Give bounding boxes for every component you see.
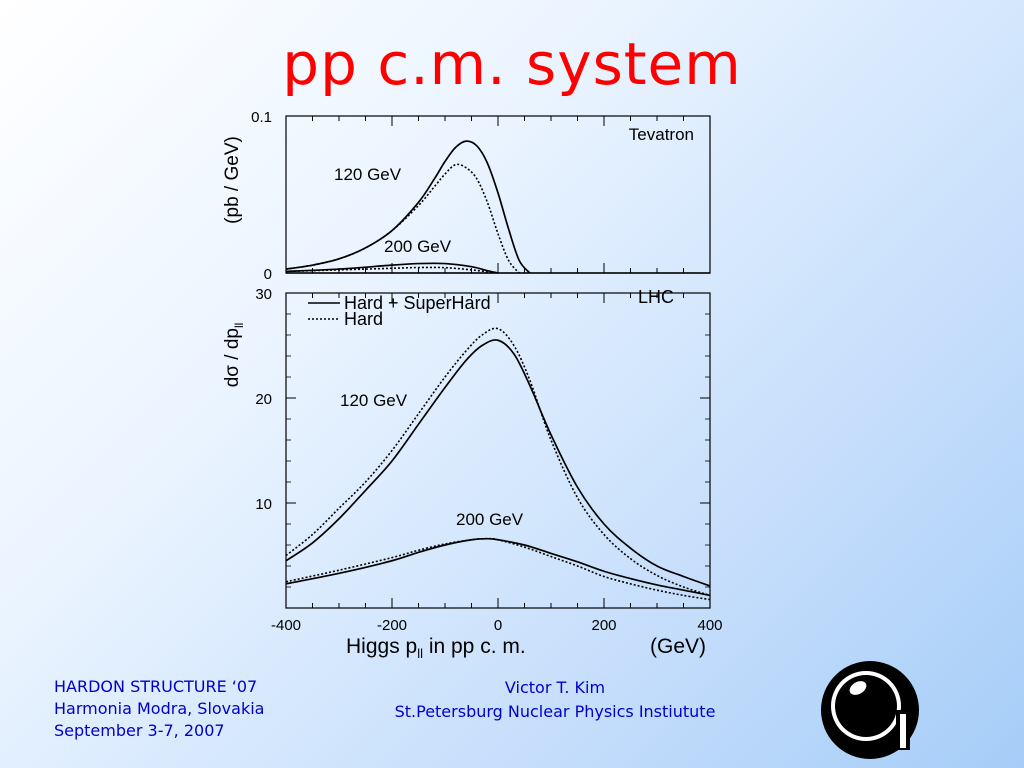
x-tick-label: 400 xyxy=(697,617,722,634)
bottom-panel-title: LHC xyxy=(638,287,674,307)
y-tick-label: 0 xyxy=(264,266,272,283)
x-tick-label: 200 xyxy=(591,617,616,634)
x-tick-label: -400 xyxy=(271,617,301,634)
y-tick-label: 0.1 xyxy=(251,109,272,126)
y-tick-label: 20 xyxy=(255,391,272,408)
footer-author-name: Victor T. Kim xyxy=(504,678,606,697)
legend-label: Hard xyxy=(344,309,383,329)
y-tick-label: 10 xyxy=(255,496,272,513)
xlabel-rest: in pp c. m. xyxy=(423,635,526,658)
slide-title: pp c.m. system xyxy=(282,30,742,98)
curve-annotation: 200 GeV xyxy=(384,237,452,256)
xlabel-sub: ll xyxy=(417,646,423,661)
legend-label: Hard + SuperHard xyxy=(344,293,491,313)
footer-conference-line: Harmonia Modra, Slovakia xyxy=(54,699,265,718)
top-panel-title: Tevatron xyxy=(629,125,694,144)
bottom-series-120gev-dotted xyxy=(285,327,711,597)
ylabel-bottom-sub: ll xyxy=(232,323,246,328)
x-tick-label: -200 xyxy=(377,617,407,634)
footer-author-institute: St.Petersburg Nuclear Physics Instiutute xyxy=(394,702,716,721)
footer-conference: HARDON STRUCTURE ‘07 Harmonia Modra, Slo… xyxy=(54,676,264,742)
xlabel: Higgs pll in pp c. m. xyxy=(346,635,526,661)
top-series-200gev-solid xyxy=(285,262,499,274)
curve-annotation: 120 GeV xyxy=(334,165,402,184)
footer-conference-line: HARDON STRUCTURE ‘07 xyxy=(54,677,258,696)
top-series-200gev-dotted xyxy=(285,266,499,274)
tevatron-panel: 0 0.1 Tevatron 120 GeV 200 GeV xyxy=(251,109,711,283)
bottom-series-200gev-dotted xyxy=(285,537,711,601)
footer-author: Victor T. Kim St.Petersburg Nuclear Phys… xyxy=(330,676,780,724)
bottom-series-120gev-solid xyxy=(285,339,711,587)
xlabel-main: Higgs p xyxy=(346,635,417,658)
bottom-series-200gev-solid xyxy=(285,537,711,597)
ylabel-top: (pb / GeV) xyxy=(222,136,243,224)
svg-text:dσ / dpll: dσ / dpll xyxy=(222,323,246,388)
curve-annotation: 200 GeV xyxy=(456,510,524,529)
xlabel-unit: (GeV) xyxy=(650,635,706,658)
institute-logo-icon xyxy=(821,661,919,759)
footer-conference-line: September 3-7, 2007 xyxy=(54,721,225,740)
y-tick-label: 30 xyxy=(255,286,272,303)
curve-annotation: 120 GeV xyxy=(340,391,408,410)
ylabel-bottom: dσ / dpll xyxy=(222,323,246,388)
lhc-panel: 10 20 30 -400 -200 0 200 400 LHC 120 GeV 200 GeV Ha… xyxy=(255,286,722,634)
x-tick-label: 0 xyxy=(494,617,502,634)
top-series-120gev-dotted xyxy=(285,163,520,274)
ylabel-bottom-main: dσ / dp xyxy=(222,328,243,387)
